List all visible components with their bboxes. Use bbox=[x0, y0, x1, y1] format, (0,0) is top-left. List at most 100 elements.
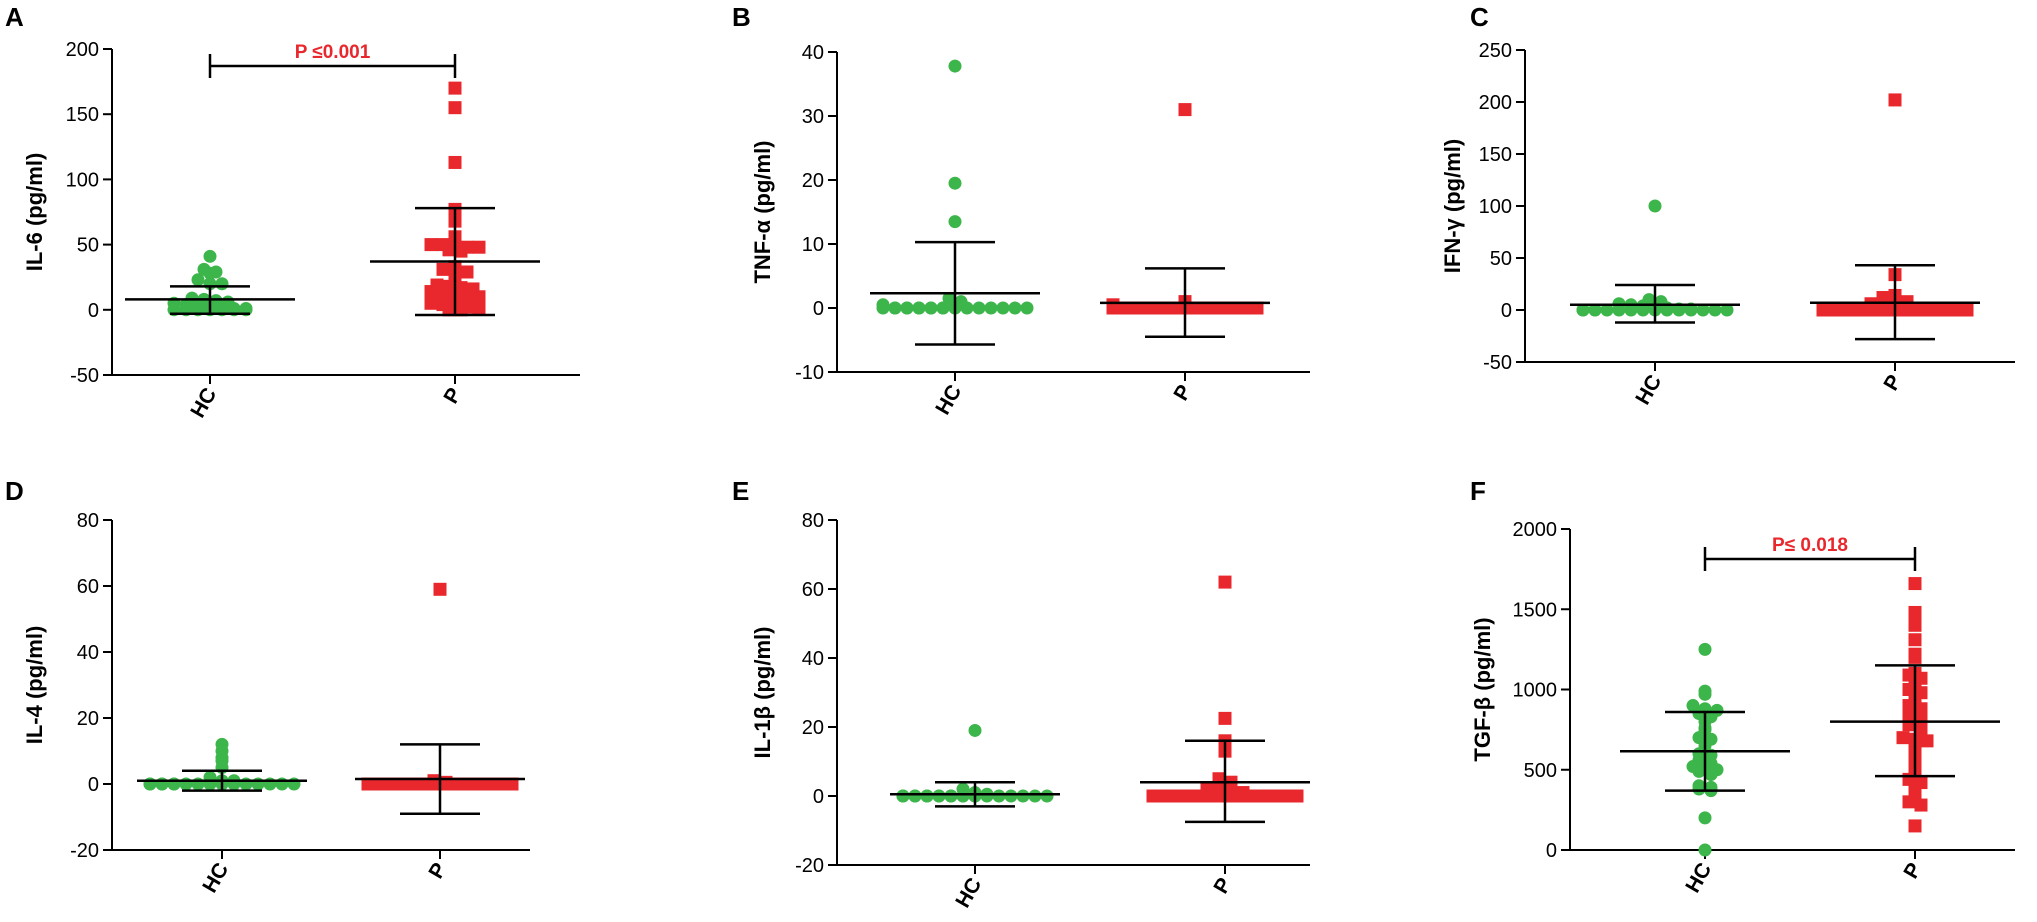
data-point-p bbox=[454, 244, 468, 258]
data-point-hc bbox=[1028, 789, 1042, 803]
panel-letter: B bbox=[732, 2, 751, 32]
data-point-p bbox=[1864, 303, 1878, 317]
data-point-hc bbox=[1020, 301, 1034, 315]
data-point-hc bbox=[956, 789, 970, 803]
y-tick-label: 100 bbox=[1479, 196, 1512, 218]
data-point-hc bbox=[203, 266, 217, 280]
data-point-p bbox=[493, 777, 507, 791]
x-tick-label-hc: HC bbox=[1681, 859, 1716, 897]
data-point-hc bbox=[1600, 303, 1614, 317]
data-point-p bbox=[454, 303, 468, 317]
data-point-p bbox=[1266, 789, 1280, 803]
data-point-p bbox=[1852, 303, 1866, 317]
data-point-hc bbox=[1692, 782, 1706, 796]
panel-letter: C bbox=[1470, 2, 1489, 32]
data-point-hc bbox=[1588, 303, 1602, 317]
data-point-p bbox=[1920, 734, 1934, 748]
data-point-hc bbox=[948, 59, 962, 73]
data-point-hc bbox=[1708, 303, 1722, 317]
y-tick-label: 40 bbox=[802, 648, 824, 670]
y-tick-label: 60 bbox=[802, 579, 824, 601]
y-tick-label: 200 bbox=[1479, 92, 1512, 114]
data-point-p bbox=[1816, 303, 1830, 317]
data-point-p bbox=[433, 582, 447, 596]
panel-letter: F bbox=[1470, 476, 1486, 506]
data-point-p bbox=[1828, 303, 1842, 317]
data-point-p bbox=[1896, 731, 1910, 745]
data-point-p bbox=[1290, 789, 1304, 803]
data-point-p bbox=[1908, 819, 1922, 833]
y-tick-label: 30 bbox=[802, 106, 824, 128]
data-point-p bbox=[1158, 789, 1172, 803]
data-point-p bbox=[1840, 303, 1854, 317]
data-point-hc bbox=[960, 301, 974, 315]
y-tick-label: 100 bbox=[66, 169, 99, 191]
data-point-p bbox=[1908, 650, 1922, 664]
y-tick-label: 80 bbox=[802, 510, 824, 532]
y-tick-label: 250 bbox=[1479, 40, 1512, 62]
data-point-p bbox=[1202, 301, 1216, 315]
y-tick-label: 0 bbox=[1546, 840, 1557, 862]
data-point-hc bbox=[942, 291, 956, 305]
y-tick-label: 150 bbox=[1479, 144, 1512, 166]
data-point-p bbox=[1254, 789, 1268, 803]
data-point-p bbox=[424, 296, 438, 310]
data-point-p bbox=[445, 777, 459, 791]
y-axis-title: IL-4 (pg/ml) bbox=[22, 626, 47, 745]
data-point-p bbox=[442, 243, 456, 257]
data-point-hc bbox=[1720, 303, 1734, 317]
y-tick-label: -20 bbox=[795, 855, 824, 877]
y-tick-label: -10 bbox=[795, 362, 824, 384]
data-point-hc bbox=[920, 789, 934, 803]
data-point-p bbox=[1876, 303, 1890, 317]
y-tick-label: 50 bbox=[77, 235, 99, 257]
data-point-p bbox=[448, 155, 462, 169]
data-point-p bbox=[505, 777, 519, 791]
panel-letter: D bbox=[5, 476, 24, 506]
data-point-p bbox=[1250, 301, 1264, 315]
data-point-hc bbox=[968, 723, 982, 737]
data-point-hc bbox=[215, 277, 229, 291]
y-axis-title: TGF-β (pg/ml) bbox=[1470, 617, 1495, 761]
data-point-p bbox=[448, 81, 462, 95]
data-point-hc bbox=[1692, 764, 1706, 778]
data-point-hc bbox=[912, 301, 926, 315]
data-point-p bbox=[373, 777, 387, 791]
data-point-hc bbox=[980, 789, 994, 803]
y-tick-label: -50 bbox=[70, 365, 99, 387]
data-point-hc bbox=[1004, 789, 1018, 803]
data-point-p bbox=[1230, 789, 1244, 803]
y-tick-label: 10 bbox=[802, 234, 824, 256]
data-point-p bbox=[397, 777, 411, 791]
data-point-p bbox=[1170, 789, 1184, 803]
data-point-p bbox=[448, 101, 462, 115]
data-point-p bbox=[1218, 711, 1232, 725]
data-point-p bbox=[1924, 303, 1938, 317]
data-point-hc bbox=[888, 301, 902, 315]
data-point-hc bbox=[1704, 768, 1718, 782]
y-tick-label: 60 bbox=[77, 576, 99, 598]
panel-f: F 2000 1500 1000 500 0 HC P TGF-β (pg/ml) P≤ 0.01… bbox=[1470, 476, 2015, 897]
panel-letter: A bbox=[5, 2, 24, 32]
data-point-hc bbox=[948, 176, 962, 190]
data-point-hc bbox=[1648, 199, 1662, 213]
data-point-p bbox=[409, 777, 423, 791]
data-point-hc bbox=[948, 215, 962, 229]
data-point-hc bbox=[984, 301, 998, 315]
data-point-hc bbox=[1576, 303, 1590, 317]
data-point-hc bbox=[1040, 789, 1054, 803]
x-tick-label-p: P bbox=[439, 384, 466, 408]
x-tick-label-p: P bbox=[1879, 371, 1906, 395]
y-tick-label: 20 bbox=[802, 717, 824, 739]
x-tick-label-hc: HC bbox=[951, 874, 986, 912]
data-point-hc bbox=[876, 301, 890, 315]
y-tick-label: 0 bbox=[813, 298, 824, 320]
x-tick-label-p: P bbox=[1169, 381, 1196, 405]
panel-e: E 80 60 40 20 0 -20 HC P IL-1β (pg/ml) bbox=[732, 476, 1310, 912]
data-point-p bbox=[472, 301, 486, 315]
data-point-p bbox=[481, 777, 495, 791]
data-point-hc bbox=[936, 301, 950, 315]
data-point-p bbox=[1146, 789, 1160, 803]
x-tick-label-hc: HC bbox=[1631, 371, 1666, 409]
data-point-p bbox=[1178, 103, 1192, 117]
